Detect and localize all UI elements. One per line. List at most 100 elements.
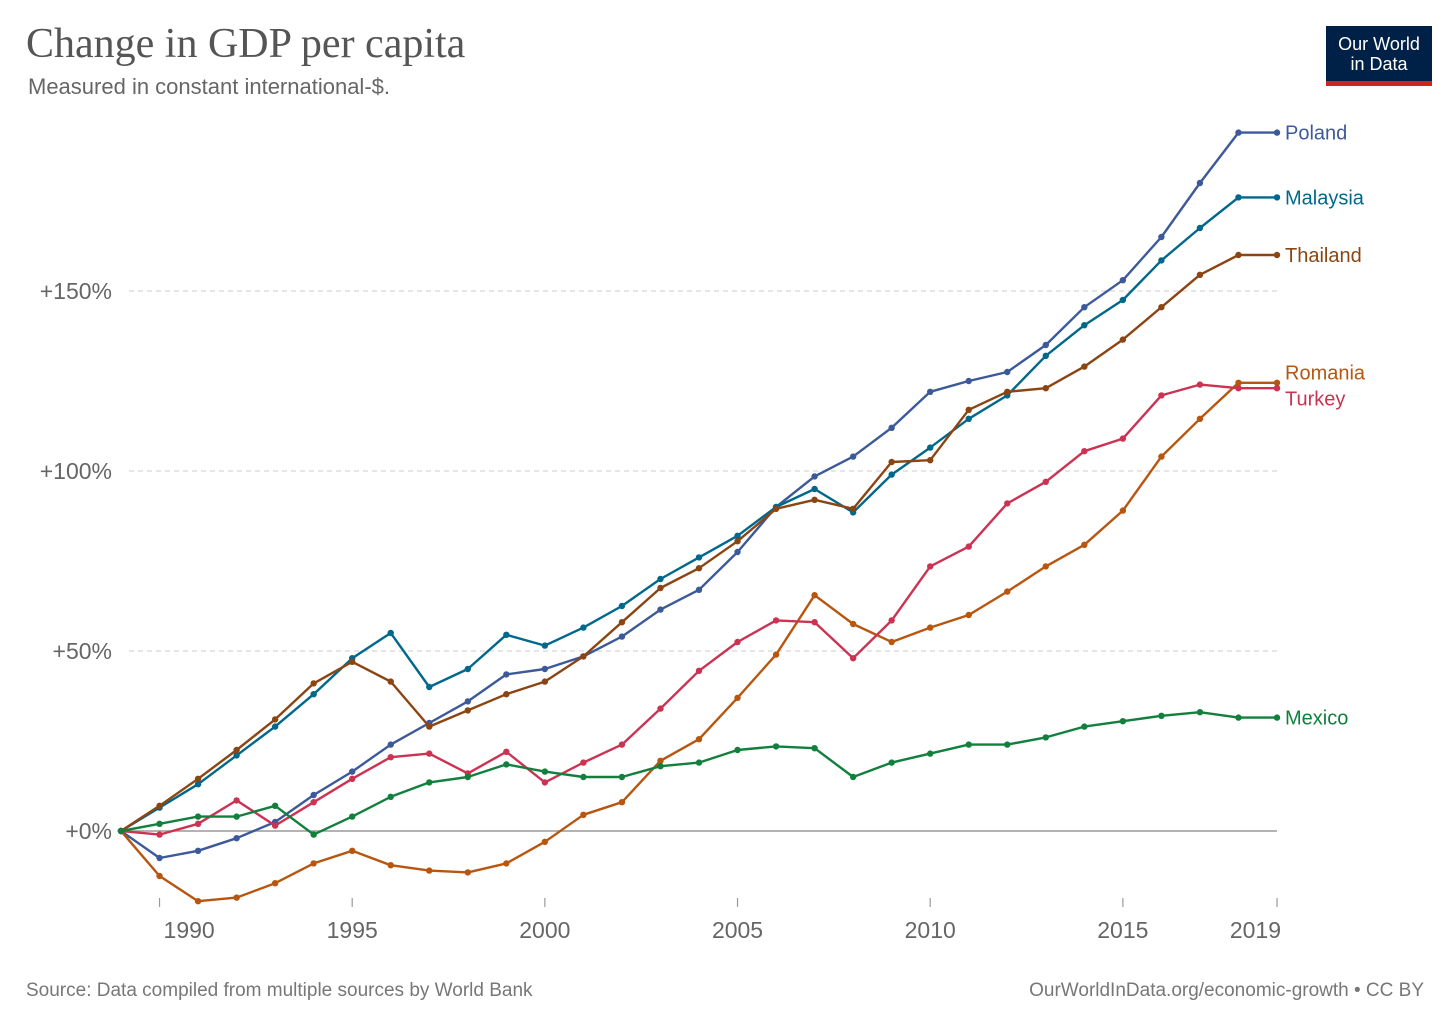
data-point <box>811 485 818 493</box>
series-line <box>120 253 1277 833</box>
data-point <box>849 620 857 628</box>
data-point <box>965 406 972 413</box>
data-point <box>1004 500 1011 507</box>
data-point <box>426 867 433 874</box>
data-point <box>1081 304 1088 311</box>
data-point <box>464 773 471 781</box>
series-mexico[interactable] <box>117 709 1281 838</box>
data-point <box>1042 352 1050 359</box>
data-point <box>503 631 510 638</box>
data-point <box>618 633 626 640</box>
data-point <box>927 457 934 464</box>
data-point <box>1119 296 1127 304</box>
data-point <box>271 880 279 887</box>
data-point <box>927 444 934 451</box>
data-point <box>849 773 857 781</box>
y-tick-label: +150% <box>40 278 112 304</box>
data-point <box>811 745 818 752</box>
data-point <box>1196 224 1204 232</box>
data-point <box>1158 712 1165 719</box>
data-point <box>1273 379 1281 386</box>
credit-link[interactable]: OurWorldInData.org/economic-growth • CC … <box>1029 980 1424 1001</box>
data-point <box>1158 392 1165 399</box>
data-point <box>888 617 895 624</box>
x-tick-label: 2019 <box>1230 917 1281 943</box>
logo-line-1: Our World <box>1338 34 1420 54</box>
data-point <box>541 665 549 673</box>
series-thailand[interactable] <box>117 251 1281 835</box>
data-point <box>1273 714 1281 721</box>
data-point <box>772 617 780 624</box>
data-point <box>734 746 741 754</box>
data-point <box>194 775 202 782</box>
series-romania[interactable] <box>117 379 1281 905</box>
data-point <box>503 748 510 755</box>
data-point <box>1004 588 1011 595</box>
data-point <box>271 716 279 723</box>
data-point <box>618 619 626 626</box>
series-label-romania: Romania <box>1285 363 1366 385</box>
data-point <box>965 611 972 619</box>
data-point <box>811 619 818 626</box>
data-point <box>1158 233 1165 241</box>
data-point <box>541 642 549 649</box>
data-point <box>233 835 240 842</box>
data-point <box>426 683 433 691</box>
series-turkey[interactable] <box>117 381 1281 838</box>
data-point <box>349 768 356 775</box>
data-point <box>618 602 626 610</box>
data-point <box>1004 388 1011 395</box>
data-point <box>426 750 433 757</box>
data-point <box>310 791 317 799</box>
data-point <box>772 505 780 512</box>
data-point <box>541 779 549 786</box>
data-point <box>233 797 240 804</box>
chart-title: Change in GDP per capita <box>26 21 466 67</box>
data-point <box>194 898 202 905</box>
data-point <box>580 759 587 766</box>
data-point <box>927 563 934 570</box>
data-point <box>695 554 703 561</box>
series-label-turkey: Turkey <box>1285 389 1345 411</box>
series-poland[interactable] <box>117 129 1281 862</box>
data-point <box>233 813 240 820</box>
data-point <box>1042 734 1050 741</box>
source-note: Source: Data compiled from multiple sour… <box>26 980 533 1001</box>
data-point <box>888 458 895 466</box>
data-point <box>541 768 549 775</box>
data-point <box>695 759 703 766</box>
data-point <box>349 847 356 854</box>
series-malaysia[interactable] <box>117 194 1281 835</box>
y-tick-label: +50% <box>53 638 112 664</box>
data-point <box>580 773 587 781</box>
owid-logo[interactable]: Our World in Data <box>1326 26 1432 86</box>
data-point <box>1119 336 1127 343</box>
data-point <box>927 624 934 631</box>
data-point <box>1158 304 1165 311</box>
data-point <box>194 813 202 820</box>
data-point <box>349 813 356 820</box>
data-point <box>194 847 202 854</box>
data-point <box>233 752 240 759</box>
data-point <box>734 638 741 646</box>
data-point <box>117 827 125 835</box>
data-point <box>695 667 703 674</box>
data-point <box>1042 385 1050 392</box>
data-point <box>1119 435 1127 442</box>
data-point <box>1235 129 1242 136</box>
data-point <box>464 869 471 876</box>
data-point <box>387 629 394 637</box>
grid-lines <box>121 290 1277 832</box>
data-point <box>387 754 394 761</box>
data-point <box>233 894 240 901</box>
data-point <box>772 651 780 658</box>
data-point <box>811 592 818 599</box>
data-point <box>310 860 317 867</box>
data-point <box>734 548 741 556</box>
data-point <box>927 750 934 757</box>
x-tick-label: 2015 <box>1097 917 1148 943</box>
data-point <box>310 799 317 806</box>
data-point <box>464 665 471 673</box>
data-point <box>541 678 549 685</box>
